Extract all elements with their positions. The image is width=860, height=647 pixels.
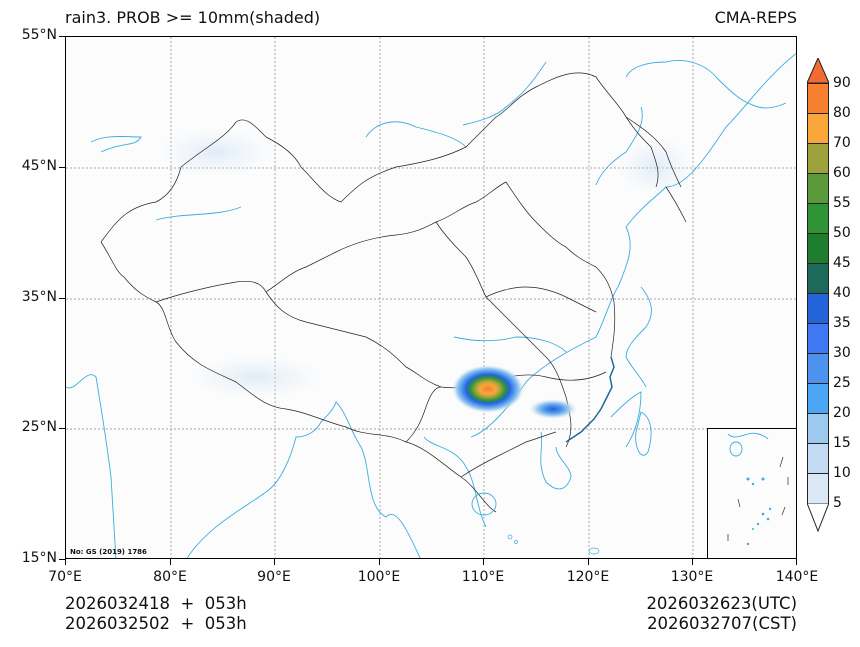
x-tick [588, 559, 589, 565]
colorbar-label: 15 [833, 435, 851, 451]
gridlines [66, 37, 796, 558]
colorbar-segment [808, 353, 828, 383]
south-china-sea-inset [707, 428, 796, 558]
colorbar-segment [808, 143, 828, 173]
admin-boundaries [100, 72, 687, 513]
colorbar-label: 80 [833, 105, 851, 121]
colorbar: 90 80 70 60 55 50 45 40 35 30 25 20 15 10 5 [807, 58, 860, 538]
colorbar-segments [807, 83, 829, 503]
colorbar-label: 5 [833, 495, 842, 511]
y-tick [59, 36, 65, 37]
x-tick [170, 559, 171, 565]
colorbar-segment [808, 173, 828, 203]
map-canvas [66, 37, 796, 558]
x-tick [379, 559, 380, 565]
y-tick [59, 428, 65, 429]
colorbar-extend-max [807, 58, 829, 84]
colorbar-label: 25 [833, 375, 851, 391]
colorbar-label: 50 [833, 225, 851, 241]
colorbar-label: 90 [833, 75, 851, 91]
colorbar-segment [808, 113, 828, 143]
colorbar-label: 10 [833, 465, 851, 481]
x-tick [796, 559, 797, 565]
map-credit: No: GS (2019) 1786 [70, 548, 147, 556]
init-time-block: 2026032418 + 053h 2026032502 + 053h [65, 594, 247, 634]
faint-precip [156, 127, 696, 399]
x-tick-label-140e: 140°E [775, 569, 819, 585]
colorbar-label: 40 [833, 285, 851, 301]
colorbar-label: 35 [833, 315, 851, 331]
colorbar-label: 20 [833, 405, 851, 421]
precip-core-hunan-guizhou [452, 365, 524, 413]
colorbar-segment [808, 323, 828, 353]
colorbar-label: 55 [833, 195, 851, 211]
y-tick-label-15n: 15°N [21, 550, 57, 566]
valid-utc: 2026032623(UTC) [646, 594, 797, 613]
colorbar-segment [808, 443, 828, 473]
init-cst: 2026032502 + 053h [65, 614, 247, 633]
model-name: CMA-REPS [714, 8, 797, 27]
x-tick [692, 559, 693, 565]
x-tick [274, 559, 275, 565]
valid-time-block: 2026032623(UTC) 2026032707(CST) [646, 594, 797, 634]
y-tick-label-35n: 35°N [21, 289, 57, 305]
y-tick [59, 298, 65, 299]
y-tick-label-45n: 45°N [21, 158, 57, 174]
x-tick-label-90e: 90°E [257, 569, 291, 585]
x-tick-label-70e: 70°E [48, 569, 82, 585]
colorbar-label: 70 [833, 135, 851, 151]
valid-cst: 2026032707(CST) [647, 614, 797, 633]
precip-secondary-jiangxi [529, 399, 577, 419]
coastlines [66, 53, 796, 558]
y-tick-label-55n: 55°N [21, 27, 57, 43]
coast-highlight [565, 356, 615, 443]
colorbar-segment [808, 293, 828, 323]
colorbar-segment [808, 203, 828, 233]
colorbar-segment [808, 233, 828, 263]
colorbar-segment [808, 413, 828, 443]
init-utc: 2026032418 + 053h [65, 594, 247, 613]
x-tick-label-100e: 100°E [357, 569, 401, 585]
x-tick-label-110e: 110°E [461, 569, 505, 585]
map-plot-area[interactable]: No: GS (2019) 1786 [65, 36, 797, 559]
x-tick-label-120e: 120°E [566, 569, 610, 585]
taiwan-outline [635, 411, 652, 456]
colorbar-label: 45 [833, 255, 851, 271]
colorbar-segment [808, 83, 828, 113]
x-tick-label-80e: 80°E [153, 569, 187, 585]
x-tick [483, 559, 484, 565]
x-tick-label-130e: 130°E [670, 569, 714, 585]
y-tick [59, 559, 65, 560]
colorbar-segment [808, 473, 828, 503]
y-tick [59, 167, 65, 168]
colorbar-segment [808, 383, 828, 413]
x-tick [65, 559, 66, 565]
y-tick-label-25n: 25°N [21, 419, 57, 435]
colorbar-extend-min [807, 503, 829, 533]
hainan-outline [471, 492, 497, 516]
colorbar-label: 30 [833, 345, 851, 361]
colorbar-segment [808, 263, 828, 293]
chart-title: rain3. PROB >= 10mm(shaded) [65, 8, 321, 27]
colorbar-label: 60 [833, 165, 851, 181]
